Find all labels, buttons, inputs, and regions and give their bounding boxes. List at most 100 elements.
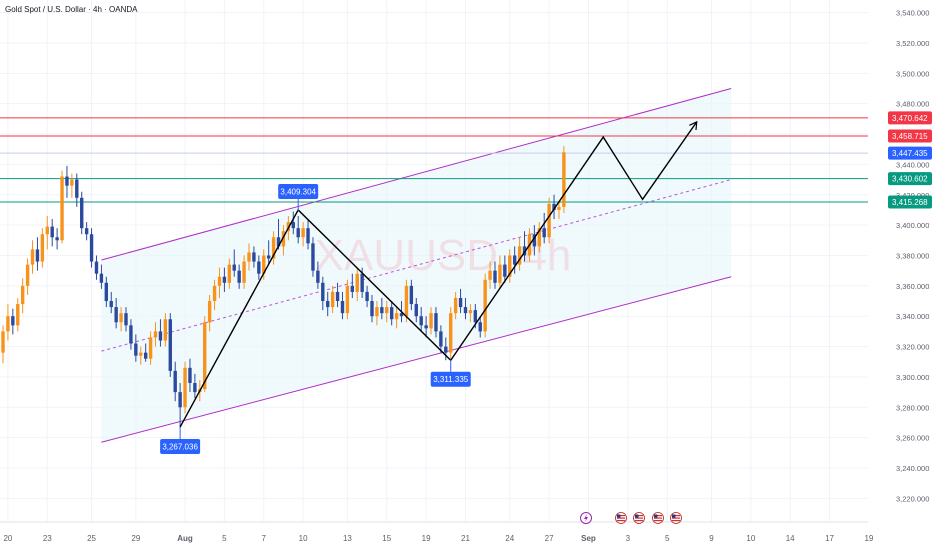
candle-body bbox=[291, 222, 295, 229]
candle-body bbox=[139, 352, 143, 356]
time-axis[interactable]: 20 23 25 29 Aug 5 7 10 13 15 19 21 24 27 Sep 3 5 9 10 14 17 1… bbox=[0, 521, 874, 550]
lightning-icon[interactable] bbox=[580, 512, 592, 524]
candle-body bbox=[148, 337, 153, 359]
flag-stripe bbox=[672, 517, 680, 519]
candle-body bbox=[562, 152, 566, 207]
candle-body bbox=[207, 301, 212, 323]
candle-body bbox=[444, 346, 448, 353]
flag-stripe bbox=[635, 517, 643, 519]
time-tick-label: 25 bbox=[87, 534, 96, 543]
us-flag-icon[interactable] bbox=[670, 512, 682, 524]
projection-zigzag-arrow bbox=[179, 120, 698, 428]
candle-body bbox=[404, 285, 409, 317]
candle-body bbox=[414, 304, 418, 317]
us-flag-icon[interactable] bbox=[633, 512, 645, 524]
candlestick-series bbox=[1, 146, 566, 428]
price-tick-label: 3,440.000 bbox=[896, 160, 929, 169]
candle-body bbox=[75, 179, 79, 198]
candle-body bbox=[296, 228, 300, 238]
candle-body bbox=[173, 370, 177, 393]
price-tag-label: 3,430.602 bbox=[892, 175, 928, 184]
candle-body bbox=[143, 352, 148, 359]
candle-body bbox=[262, 255, 266, 274]
candle-body bbox=[25, 264, 30, 286]
flag-stripe bbox=[654, 520, 662, 522]
candle-body bbox=[276, 237, 281, 247]
candle-body bbox=[109, 301, 113, 308]
time-tick-label: 24 bbox=[505, 534, 514, 543]
economic-events[interactable] bbox=[580, 512, 682, 524]
swing-label-text: 3,267.036 bbox=[162, 442, 198, 451]
price-axis[interactable]: 3,540.0003,520.0003,500.0003,480.0003,46… bbox=[868, 0, 932, 550]
candle-body bbox=[409, 285, 414, 305]
time-tick-label: 15 bbox=[382, 534, 391, 543]
candle-body bbox=[449, 313, 453, 353]
candle-body bbox=[193, 383, 197, 393]
candle-body bbox=[94, 261, 99, 274]
candle-body bbox=[488, 270, 492, 280]
candle-body bbox=[99, 273, 104, 283]
price-tag-label: 3,458.715 bbox=[892, 132, 928, 141]
us-flag-icon[interactable] bbox=[615, 512, 627, 524]
candle-body bbox=[89, 234, 94, 262]
time-tick-label: 19 bbox=[422, 534, 431, 543]
swing-price-labels: 3,267.036 3,409.304 3,311.335 bbox=[160, 183, 471, 454]
price-tag-box bbox=[888, 195, 932, 209]
candle-body bbox=[84, 228, 89, 235]
candle-body bbox=[70, 179, 74, 186]
candle-body bbox=[458, 297, 463, 308]
candle-body bbox=[380, 307, 384, 314]
candle-body bbox=[335, 291, 340, 302]
us-flag-icon[interactable] bbox=[652, 512, 664, 524]
flag-stripe bbox=[654, 517, 662, 519]
candle-body bbox=[552, 203, 556, 210]
swing-label-box bbox=[160, 438, 201, 454]
time-tick-label: 5 bbox=[222, 534, 227, 543]
candle-body bbox=[429, 313, 433, 329]
candle-body bbox=[104, 282, 109, 302]
time-tick-label: 10 bbox=[746, 534, 755, 543]
time-tick-label: 27 bbox=[545, 534, 554, 543]
candle-body bbox=[522, 246, 527, 256]
candle-body bbox=[60, 176, 64, 241]
candle-body bbox=[266, 255, 271, 259]
flag-stripe bbox=[672, 515, 680, 517]
time-tick-label: 21 bbox=[461, 534, 470, 543]
candle-body bbox=[483, 279, 487, 332]
swing-label-box bbox=[430, 371, 471, 387]
candle-body bbox=[252, 252, 256, 262]
candle-body bbox=[114, 307, 118, 323]
candle-body bbox=[80, 197, 84, 229]
candle-body bbox=[153, 331, 158, 338]
price-tick-label: 3,300.000 bbox=[896, 373, 929, 382]
candle-body bbox=[45, 226, 49, 235]
candle-body bbox=[498, 264, 502, 283]
candle-body bbox=[212, 285, 217, 302]
candle-body bbox=[20, 285, 25, 305]
price-tag-label: 3,447.435 bbox=[892, 149, 928, 158]
candle-body bbox=[345, 285, 350, 314]
candle-body bbox=[394, 313, 399, 320]
swing-label-text: 3,311.335 bbox=[433, 375, 469, 384]
price-tick-label: 3,500.000 bbox=[896, 69, 929, 78]
candle-body bbox=[203, 322, 207, 390]
price-tick-label: 3,420.000 bbox=[896, 191, 929, 200]
swing-label-box bbox=[278, 183, 319, 199]
candle-body bbox=[306, 228, 310, 244]
candle-body bbox=[321, 282, 325, 302]
candle-body bbox=[453, 297, 458, 314]
channel-upper-line bbox=[101, 88, 732, 261]
candle-body bbox=[232, 264, 236, 271]
candle-body bbox=[129, 325, 133, 344]
price-tick-label: 3,280.000 bbox=[896, 403, 929, 412]
candle-body bbox=[50, 226, 54, 238]
projection-path bbox=[179, 120, 698, 428]
price-axis-background bbox=[868, 0, 932, 550]
candle-body bbox=[385, 307, 389, 314]
time-tick-label: 13 bbox=[343, 534, 352, 543]
candle-body bbox=[188, 367, 192, 383]
candle-body bbox=[542, 228, 546, 238]
candle-body bbox=[370, 301, 374, 317]
flag-stripe bbox=[654, 515, 662, 517]
